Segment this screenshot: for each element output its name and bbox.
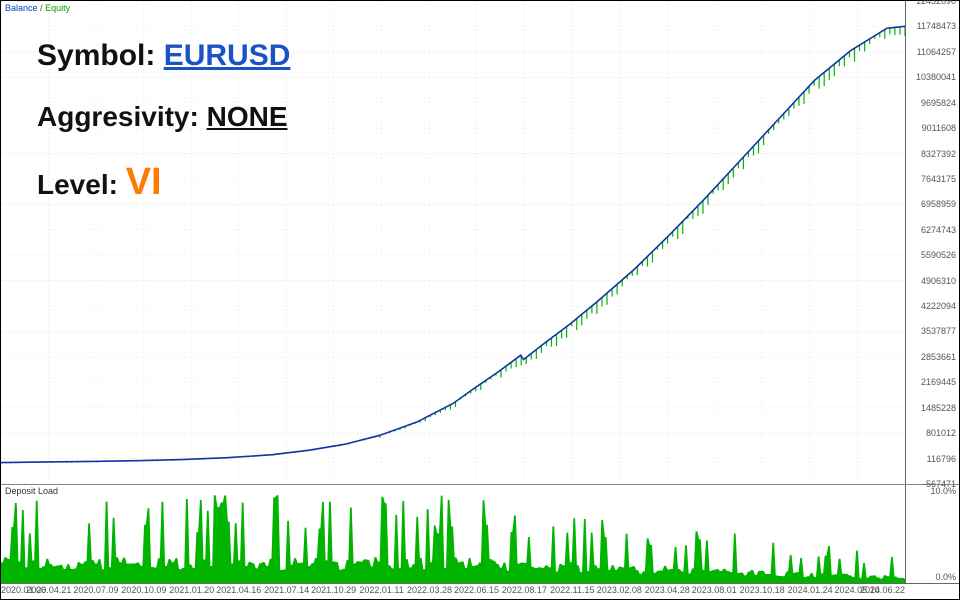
symbol-value: EURUSD bbox=[164, 39, 291, 72]
y-tick: 1485228 bbox=[921, 403, 956, 413]
chart-legend: Balance / Equity bbox=[5, 3, 70, 13]
deposit-load-panel: Deposit Load 10.0% 0.0% bbox=[1, 485, 959, 583]
x-tick: 2021.01.20 bbox=[169, 585, 214, 595]
aggressivity-label: Aggresivity: bbox=[37, 101, 207, 132]
y-tick: 6274743 bbox=[921, 225, 956, 235]
x-tick: 2022.11.15 bbox=[550, 585, 594, 595]
legend-separator: / bbox=[40, 3, 43, 13]
overlay-annotations: Symbol: EURUSD Aggresivity: NONE Level: … bbox=[37, 39, 290, 232]
deposit-ytick-top: 10.0% bbox=[930, 486, 956, 496]
overlay-aggressivity-row: Aggresivity: NONE bbox=[37, 101, 290, 133]
legend-equity-label: Equity bbox=[45, 3, 70, 13]
y-tick: 11064257 bbox=[917, 47, 956, 57]
x-tick: 2023.10.18 bbox=[740, 585, 785, 595]
y-tick: 3537877 bbox=[921, 326, 956, 336]
x-tick: 2024.06.22 bbox=[860, 585, 905, 595]
x-tick: 2020.07.09 bbox=[73, 585, 118, 595]
x-tick: 2023.04.28 bbox=[645, 585, 690, 595]
y-tick: 4906310 bbox=[921, 276, 956, 286]
main-chart-panel: Balance / Equity Symbol: EURUSD Aggresiv… bbox=[1, 1, 959, 485]
deposit-plot-area[interactable]: Deposit Load bbox=[1, 485, 905, 583]
level-value: VI bbox=[126, 161, 162, 203]
x-tick: 2022.08.17 bbox=[502, 585, 547, 595]
chart-window: Balance / Equity Symbol: EURUSD Aggresiv… bbox=[0, 0, 960, 600]
x-tick: 2020.10.09 bbox=[121, 585, 166, 595]
level-label: Level: bbox=[37, 169, 126, 200]
x-tick: 2022.01.11 bbox=[359, 585, 403, 595]
y-tick: 8327392 bbox=[921, 149, 956, 159]
y-tick: 5590526 bbox=[921, 250, 956, 260]
y-tick: 9695824 bbox=[921, 98, 956, 108]
x-tick: 2022.03.28 bbox=[407, 585, 452, 595]
y-tick: 4222094 bbox=[921, 301, 956, 311]
y-tick: 11748473 bbox=[917, 21, 956, 31]
y-tick: 801012 bbox=[926, 428, 956, 438]
y-tick: 2853661 bbox=[921, 352, 956, 362]
overlay-level-row: Level: VI bbox=[37, 161, 290, 204]
deposit-load-label: Deposit Load bbox=[5, 486, 58, 496]
x-tick: 2020.04.21 bbox=[26, 585, 71, 595]
x-tick: 2021.10.29 bbox=[311, 585, 356, 595]
x-tick: 2021.04.16 bbox=[216, 585, 261, 595]
aggressivity-value: NONE bbox=[207, 101, 288, 132]
y-tick: 12432690 bbox=[916, 0, 956, 6]
x-axis: 2020.01.062020.04.212020.07.092020.10.09… bbox=[1, 583, 959, 599]
x-tick: 2023.02.08 bbox=[597, 585, 642, 595]
y-tick: 7643175 bbox=[921, 174, 956, 184]
x-axis-spacer bbox=[905, 584, 959, 599]
symbol-label: Symbol: bbox=[37, 39, 164, 72]
x-tick: 2021.07.14 bbox=[264, 585, 309, 595]
x-axis-plot: 2020.01.062020.04.212020.07.092020.10.09… bbox=[1, 584, 905, 599]
x-tick: 2024.01.24 bbox=[788, 585, 833, 595]
x-tick: 2022.06.15 bbox=[454, 585, 499, 595]
y-tick: 9011608 bbox=[922, 123, 956, 133]
deposit-ytick-bottom: 0.0% bbox=[935, 572, 956, 582]
main-y-axis: -567471116796801012148522821694452853661… bbox=[905, 1, 959, 484]
overlay-symbol-row: Symbol: EURUSD bbox=[37, 39, 290, 73]
y-tick: 10380041 bbox=[916, 72, 956, 82]
y-tick: 2169445 bbox=[921, 377, 956, 387]
x-tick: 2023.08.01 bbox=[692, 585, 737, 595]
legend-balance-label: Balance bbox=[5, 3, 38, 13]
y-tick: 116796 bbox=[927, 454, 956, 464]
deposit-chart-svg bbox=[1, 485, 905, 583]
deposit-y-axis: 10.0% 0.0% bbox=[905, 485, 959, 583]
y-tick: 6958959 bbox=[921, 199, 956, 209]
